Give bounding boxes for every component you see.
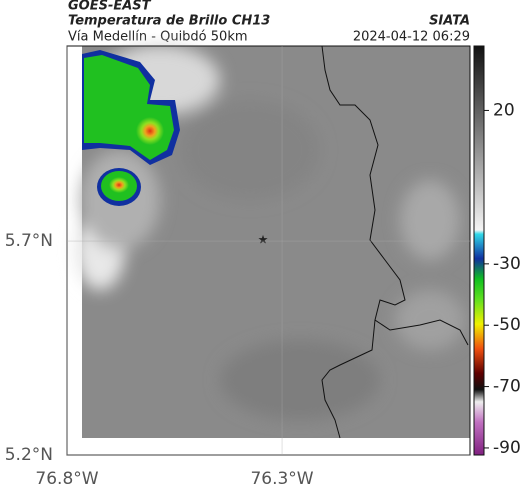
brand: SIATA: [429, 14, 470, 29]
x-tick-label: 76.3°W: [250, 469, 313, 489]
colorbar-tick-label: 20: [493, 100, 515, 120]
colorbar-tick-label: -50: [493, 315, 521, 335]
svg-text:★: ★: [258, 233, 269, 247]
colorbar-tick-label: -90: [493, 438, 521, 458]
colorbar-tick-label: -70: [493, 377, 521, 397]
source: GOES-EAST: [68, 0, 152, 14]
title: Temperatura de Brillo CH13: [68, 14, 270, 29]
x-tick-label: 76.8°W: [35, 469, 98, 489]
colorbar-tick-label: -30: [493, 254, 521, 274]
subtitle: Vía Medellín - Quibdó 50km: [68, 30, 248, 45]
header: GOES-EAST Temperatura de Brillo CH13 Vía…: [68, 0, 470, 45]
timestamp: 2024-04-12 06:29: [353, 30, 470, 45]
y-tick-label: 5.7°N: [5, 231, 53, 251]
y-tick-label: 5.2°N: [5, 445, 53, 465]
satellite-image: ★: [75, 45, 470, 439]
colorbar: [473, 45, 485, 456]
